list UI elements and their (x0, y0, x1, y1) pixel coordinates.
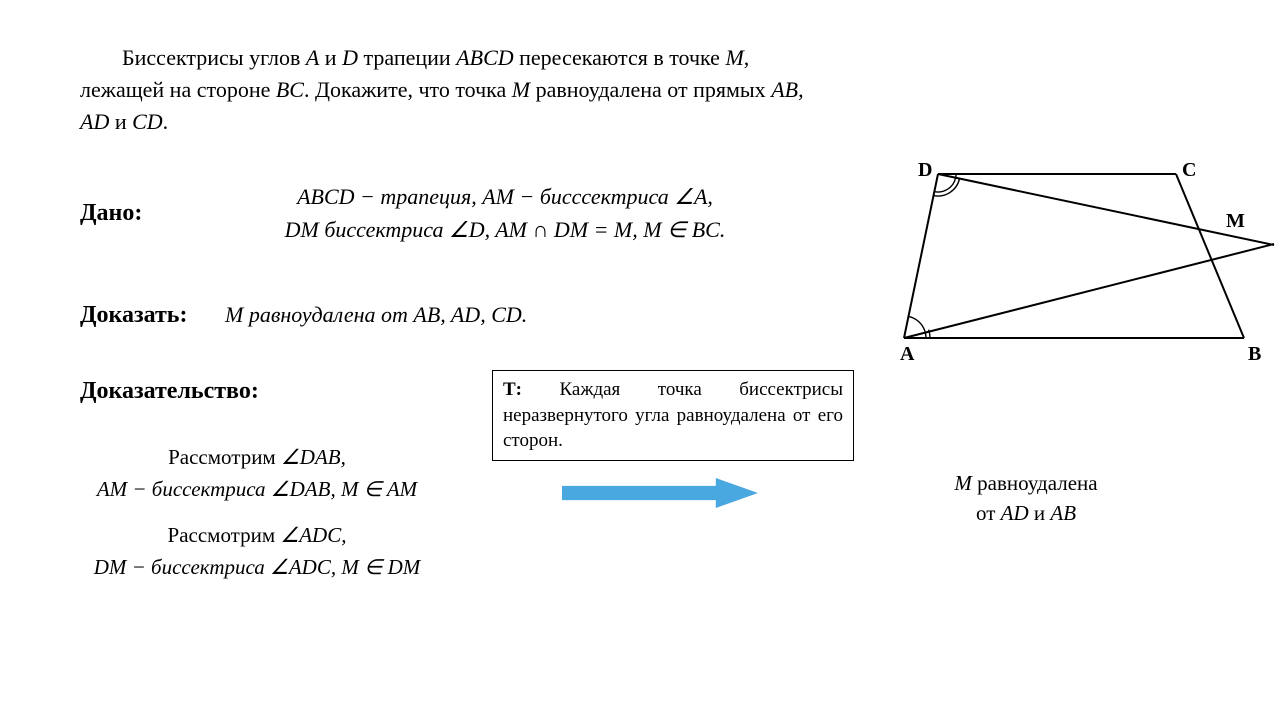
svg-text:D: D (918, 160, 932, 181)
text: , (798, 77, 804, 102)
proof-step-1: Рассмотрим ∠DAB, AM − биссектриса ∠DAB, … (72, 442, 442, 505)
given-line-2: DM биссектриса ∠D, AM ∩ DM = M, M ∈ BC. (185, 213, 825, 246)
var: M (512, 77, 530, 102)
problem-statement: Биссектрисы углов A и D трапеции ABCD пе… (80, 42, 840, 138)
text: Биссектрисы углов (122, 45, 306, 70)
var: A (306, 45, 319, 70)
theorem-text: Каждая точка биссектрисы неразвернутого … (503, 379, 843, 451)
text: , (744, 45, 750, 70)
geometry-figure: D C A B M (856, 160, 1280, 370)
conclusion: M равноудалена от AD и AB (866, 468, 1186, 529)
math: ∠DAB, (281, 445, 346, 469)
prove-body: M равноудалена от AB, AD, CD. (225, 302, 527, 328)
var: BC (276, 77, 304, 102)
proof-label: Доказательство: (80, 378, 259, 405)
text: Рассмотрим (168, 523, 281, 547)
prove-label: Доказать: (80, 302, 187, 329)
var: M (725, 45, 743, 70)
svg-text:B: B (1248, 343, 1261, 365)
given-line-1: ABCD − трапеция, AM − бисссектриса ∠A, (185, 180, 825, 213)
text: . (163, 109, 169, 134)
proof-step-2: Рассмотрим ∠ADC, DM − биссектриса ∠ADC, … (72, 520, 442, 583)
var: D (342, 45, 358, 70)
var: AB (1050, 501, 1076, 525)
text: . Докажите, что точка (304, 77, 512, 102)
svg-text:C: C (1182, 160, 1196, 181)
text: трапеции (358, 45, 456, 70)
text: пересекаются в точке (514, 45, 726, 70)
text: лежащей на стороне (80, 77, 276, 102)
svg-text:M: M (1226, 210, 1245, 232)
var: M (954, 471, 972, 495)
var: CD (132, 109, 163, 134)
math: DM − биссектриса ∠ADC, M ∈ DM (72, 552, 442, 584)
given-label: Дано: (80, 200, 142, 227)
math: AM − биссектриса ∠DAB, M ∈ AM (72, 474, 442, 506)
var: AD (1001, 501, 1029, 525)
theorem-box: Т: Каждая точка биссектрисы неразвернуто… (492, 370, 854, 461)
text: равноудалена от прямых (530, 77, 771, 102)
given-body: ABCD − трапеция, AM − бисссектриса ∠A, D… (185, 180, 825, 246)
var: AB (771, 77, 798, 102)
text: равноудалена (972, 471, 1098, 495)
text: от (976, 501, 1001, 525)
var: AD (80, 109, 109, 134)
theorem-prefix: Т: (503, 379, 522, 400)
var: ABCD (456, 45, 513, 70)
text: Рассмотрим (168, 445, 281, 469)
text: и (319, 45, 342, 70)
text: и (1029, 501, 1051, 525)
math: ∠ADC, (280, 523, 346, 547)
text: и (109, 109, 132, 134)
svg-text:A: A (900, 343, 915, 365)
arrow-icon (560, 476, 770, 516)
